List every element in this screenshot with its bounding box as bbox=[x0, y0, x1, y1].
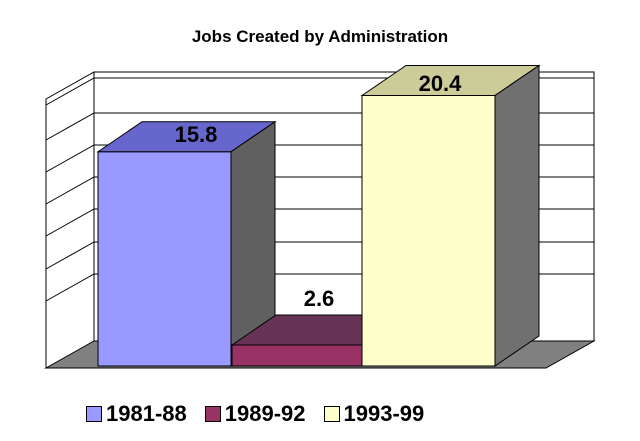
data-label-1981-88: 15.8 bbox=[175, 122, 218, 147]
legend-label: 1981-88 bbox=[106, 401, 187, 426]
legend-label: 1993-99 bbox=[343, 401, 425, 426]
bar-1993-99 bbox=[360, 64, 541, 367]
legend-label: 1989-92 bbox=[224, 401, 306, 426]
bar-front bbox=[97, 151, 232, 367]
chart-legend: 1981-88 1989-92 1993-99 bbox=[86, 401, 424, 427]
bar-1981-88 bbox=[96, 120, 277, 367]
chart-back-wall bbox=[94, 71, 595, 341]
bar-front bbox=[231, 344, 363, 367]
legend-swatch bbox=[86, 406, 102, 422]
chart-title: Jobs Created by Administration bbox=[192, 27, 448, 46]
bar-front bbox=[361, 95, 496, 367]
legend-item: 1989-92 bbox=[204, 401, 306, 427]
legend-item: 1981-88 bbox=[86, 401, 187, 427]
chart-data-labels: 15.8 2.6 20.4 bbox=[175, 71, 463, 311]
data-label-1993-99: 20.4 bbox=[419, 71, 463, 96]
bar-side bbox=[494, 64, 540, 367]
chart-left-wall bbox=[45, 71, 95, 368]
data-label-1989-92: 2.6 bbox=[304, 286, 335, 311]
legend-item: 1993-99 bbox=[323, 401, 425, 427]
chart-bars bbox=[96, 64, 541, 367]
legend-swatch bbox=[204, 406, 221, 422]
legend-swatch bbox=[323, 406, 340, 422]
